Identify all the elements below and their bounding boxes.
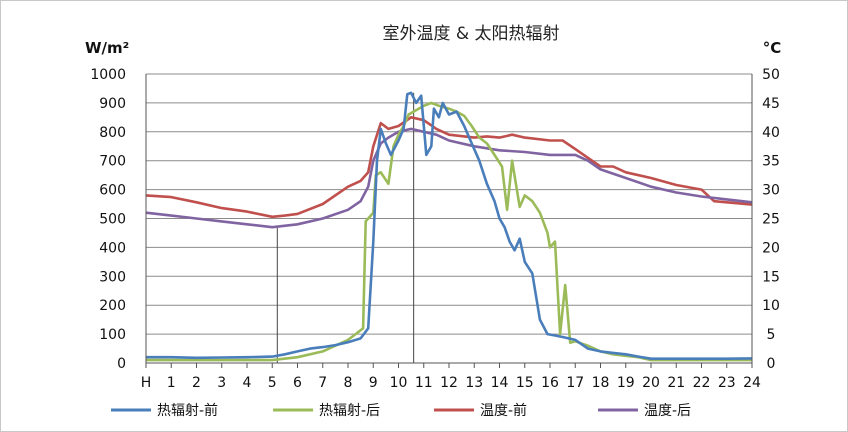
right-tick-label-1: 5 <box>767 327 776 343</box>
series-line-0 <box>146 91 753 360</box>
right-axis-unit: °C <box>763 39 782 57</box>
left-tick-label-1: 100 <box>99 327 126 343</box>
left-tick-label-0: 0 <box>117 356 126 372</box>
x-tick-label-9: 9 <box>369 375 378 391</box>
right-tick-label-8: 40 <box>762 125 780 141</box>
x-tick-label-23: 23 <box>718 375 736 391</box>
x-tick-label-24: 24 <box>743 375 761 391</box>
x-tick-label-19: 19 <box>617 375 635 391</box>
x-tick-label-7: 7 <box>318 375 327 391</box>
x-tick-labels: H 1 2 3 4 5 6 7 8 9 10 11 12 13 14 15 16 17 18 19 20 21 22 23 24 <box>141 375 761 391</box>
right-tick-label-0: 0 <box>767 356 776 372</box>
right-tick-label-2: 10 <box>762 298 780 314</box>
vertical-markers <box>276 92 415 363</box>
right-tick-label-9: 45 <box>762 96 780 112</box>
x-tick-label-4: 4 <box>243 375 252 391</box>
right-tick-label-6: 30 <box>762 183 780 199</box>
x-tick-label-12: 12 <box>440 375 458 391</box>
left-tick-label-5: 500 <box>99 212 126 228</box>
legend-label-1: 热辐射-后 <box>319 403 380 419</box>
legend-label-2: 温度-前 <box>480 402 527 419</box>
legend-label-3: 温度-后 <box>644 403 691 419</box>
chart-title: 室外温度 & 太阳热辐射 <box>382 24 559 44</box>
left-tick-label-10: 1000 <box>90 67 126 83</box>
left-tick-label-4: 400 <box>99 240 126 256</box>
left-tick-label-2: 200 <box>99 298 126 314</box>
left-tick-label-3: 300 <box>99 269 126 285</box>
x-tick-label-0: H <box>141 375 152 391</box>
x-tick-label-15: 15 <box>516 375 534 391</box>
right-tick-label-10: 50 <box>762 67 780 83</box>
left-axis-unit: W/m² <box>85 39 129 57</box>
x-tick-label-16: 16 <box>541 375 559 391</box>
series-line-3 <box>145 127 753 229</box>
axes <box>145 74 753 368</box>
series-lines <box>145 91 753 362</box>
x-tick-label-3: 3 <box>217 375 226 391</box>
x-tick-label-10: 10 <box>390 375 408 391</box>
right-tick-label-4: 20 <box>762 240 780 256</box>
left-tick-label-7: 700 <box>99 154 126 170</box>
left-tick-label-6: 600 <box>99 183 126 199</box>
x-tick-label-5: 5 <box>268 375 277 391</box>
x-tick-label-6: 6 <box>293 375 302 391</box>
x-tick-label-20: 20 <box>642 375 660 391</box>
right-tick-label-7: 35 <box>762 154 780 170</box>
x-tick-label-17: 17 <box>566 375 584 391</box>
legend-label-0: 热辐射-前 <box>157 402 218 419</box>
x-tick-label-22: 22 <box>693 375 711 391</box>
x-tick-label-2: 2 <box>192 375 201 391</box>
right-tick-labels: 0 5 10 15 20 25 30 35 40 45 50 <box>762 67 780 372</box>
gridlines <box>146 73 752 335</box>
left-tick-label-8: 800 <box>99 125 126 141</box>
legend: 热辐射-前 热辐射-后 温度-前 温度-后 <box>111 402 691 419</box>
left-tick-labels: 0 100 200 300 400 500 600 700 800 900 1000 <box>90 67 126 372</box>
x-tick-label-21: 21 <box>667 375 685 391</box>
x-tick-label-14: 14 <box>491 375 509 391</box>
series-line-2 <box>145 116 753 219</box>
x-tick-label-11: 11 <box>415 375 433 391</box>
x-tick-label-13: 13 <box>465 375 483 391</box>
left-tick-label-9: 900 <box>99 96 126 112</box>
x-tick-label-1: 1 <box>167 375 176 391</box>
x-tick-label-8: 8 <box>344 375 353 391</box>
right-tick-label-5: 25 <box>762 212 780 228</box>
x-tick-label-18: 18 <box>592 375 610 391</box>
right-tick-label-3: 15 <box>762 269 780 285</box>
